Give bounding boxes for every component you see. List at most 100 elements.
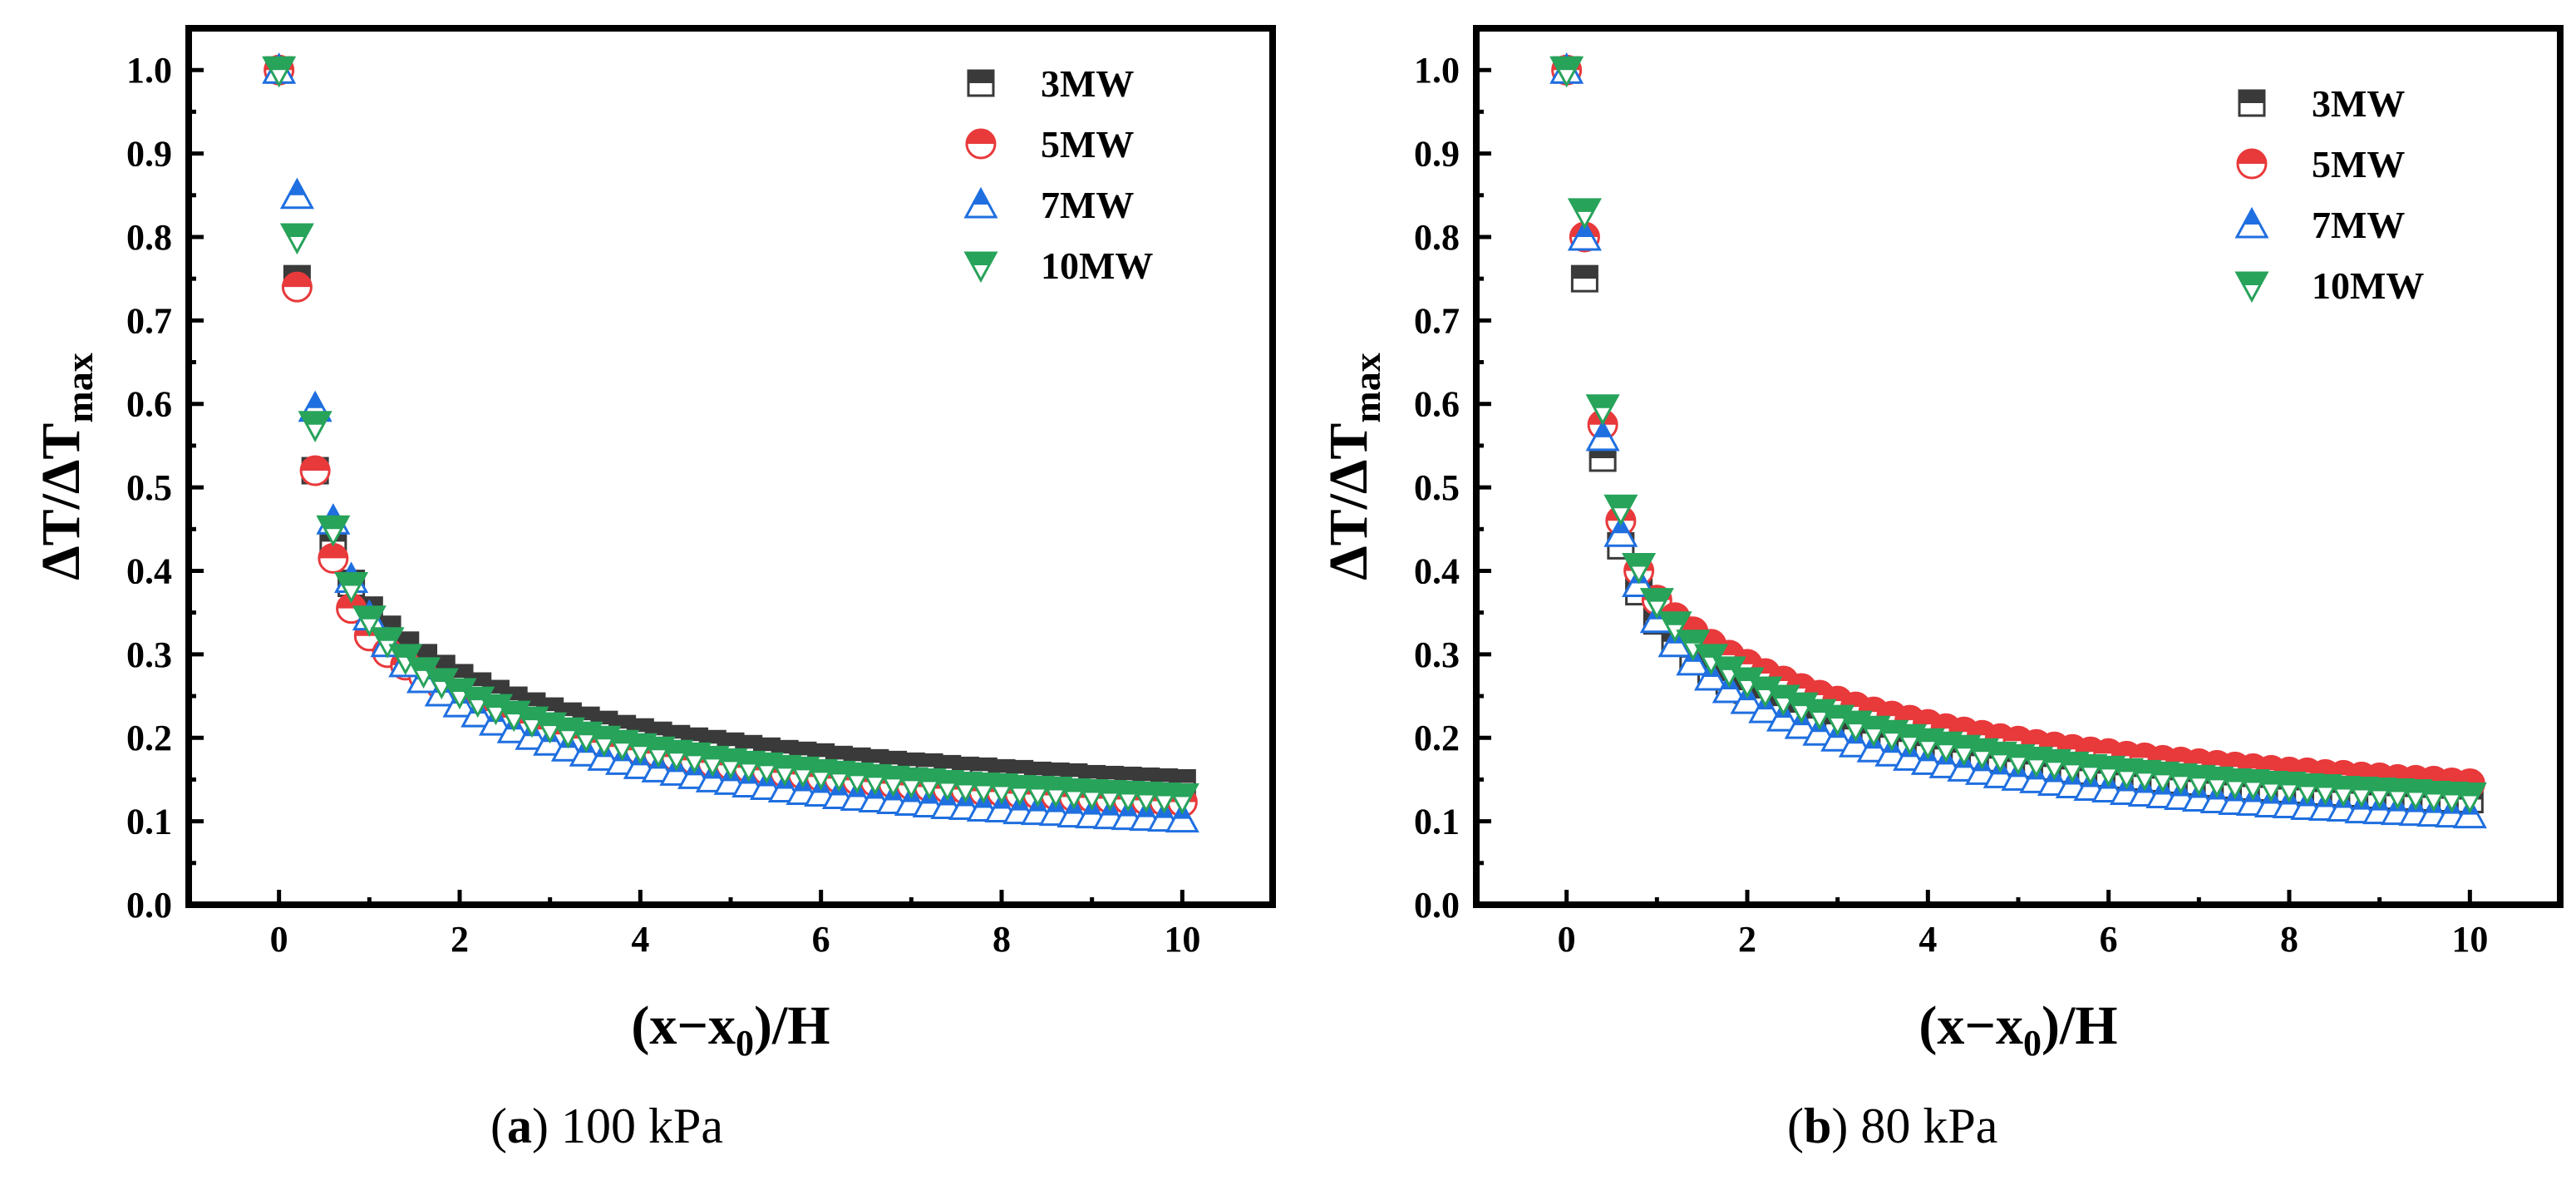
x-tick-label: 2 (1738, 919, 1756, 960)
data-point (299, 455, 331, 486)
y-tick-label: 0.6 (1414, 384, 1460, 425)
caption-text: 100 kPa (548, 1099, 723, 1153)
data-point (1712, 656, 1746, 689)
data-point (1570, 264, 1598, 293)
legend-marker (963, 251, 998, 284)
y-tick-label: 0.4 (126, 551, 172, 591)
x-tick-label: 4 (1918, 919, 1937, 960)
legend-label: 3MW (1041, 62, 1134, 105)
x-tick-label: 8 (2280, 919, 2298, 960)
data-point (370, 627, 405, 659)
data-point (1657, 611, 1692, 643)
caption-a: (a) 100 kPa (490, 1099, 723, 1153)
legend-marker (967, 69, 995, 97)
legend-label: 10MW (1041, 244, 1153, 287)
caption-b: (b) 80 kPa (1787, 1099, 1998, 1153)
legend-label: 10MW (2312, 264, 2424, 307)
data-point (1567, 198, 1602, 230)
legend-label: 7MW (2312, 204, 2405, 246)
y-tick-label: 1.0 (1414, 50, 1460, 91)
y-tick-label: 0.6 (126, 384, 172, 425)
legend-marker (963, 186, 998, 219)
chart-panel-a: 0 2 4 6 8 10 0.0 0.1 0.2 0.3 0.4 0.5 0.6 0.7 0.8 0.9 1.0… (31, 25, 1276, 1064)
data-point (318, 542, 349, 574)
legend-label: 7MW (1041, 184, 1134, 226)
y-tick-label: 0.5 (126, 467, 172, 508)
y-tick-label: 0.2 (1414, 718, 1460, 758)
data-point (298, 411, 332, 442)
y-axis-title: ΔT/ΔTmax (31, 353, 101, 580)
series-10MW (1549, 56, 2487, 814)
legend-marker (965, 128, 997, 160)
x-tick-label: 2 (451, 919, 469, 960)
legend-marker (2234, 206, 2269, 239)
y-tick-label: 0.0 (126, 885, 172, 926)
y-tick-label: 0.3 (126, 634, 172, 675)
x-tick-label: 6 (2100, 919, 2118, 960)
y-tick-label: 0.7 (1414, 300, 1460, 341)
caption-text: 80 kPa (1848, 1099, 1998, 1153)
y-tick-label: 0.3 (1414, 634, 1460, 675)
data-points (262, 52, 1199, 833)
data-point (352, 605, 387, 637)
y-tick-label: 0.1 (126, 802, 172, 842)
data-point (316, 515, 351, 547)
legend: 3MW 5MW 7MW 10MW (2234, 82, 2424, 307)
series-7MW (262, 52, 1199, 833)
y-tick-label: 0.5 (1414, 467, 1460, 508)
legend-marker (2234, 271, 2269, 304)
x-tick-label: 4 (631, 919, 649, 960)
series-7MW (1549, 52, 2487, 829)
y-tick-label: 0.2 (126, 718, 172, 758)
data-point (2452, 783, 2487, 814)
legend: 3MW 5MW 7MW 10MW (963, 62, 1153, 287)
chart-panel-b: 0 2 4 6 8 10 0.0 0.1 0.2 0.3 0.4 0.5 0.6 0.7 0.8 0.9 1.0… (1318, 25, 2564, 1064)
y-axis: 0.0 0.1 0.2 0.3 0.4 0.5 0.6 0.7 0.8 0.9 1.0 (126, 50, 204, 926)
data-point (1603, 494, 1638, 526)
data-point (1622, 552, 1657, 585)
data-point (281, 271, 313, 303)
x-tick-label: 8 (992, 919, 1011, 960)
y-tick-label: 0.7 (126, 300, 172, 341)
y-tick-label: 0.8 (126, 217, 172, 258)
legend-marker (2238, 89, 2266, 117)
data-point (1549, 56, 1584, 88)
x-axis-title: (x−x0)/H (1918, 995, 2117, 1064)
y-tick-label: 1.0 (126, 50, 172, 91)
data-point (1585, 419, 1620, 452)
y-tick-label: 0.8 (1414, 217, 1460, 258)
legend-label: 5MW (1041, 123, 1134, 165)
data-point (1165, 783, 1199, 815)
series-10MW (262, 56, 1199, 815)
legend-label: 5MW (2312, 143, 2405, 185)
legend-marker (2236, 148, 2268, 180)
legend-label: 3MW (2312, 82, 2405, 125)
y-tick-label: 0.4 (1414, 551, 1460, 591)
caption-letter: a (506, 1099, 532, 1153)
series-5MW (264, 54, 1198, 818)
x-tick-label: 0 (1558, 919, 1576, 960)
caption-letter: b (1803, 1099, 1832, 1153)
data-point (334, 572, 369, 604)
series-3MW (265, 56, 1196, 797)
x-axis: 0 2 4 6 8 10 (1474, 890, 2563, 960)
y-tick-label: 0.1 (1414, 802, 1460, 842)
x-axis-title: (x−x0)/H (631, 995, 830, 1064)
y-tick-label: 0.9 (126, 134, 172, 175)
x-tick-label: 10 (1164, 919, 1200, 960)
data-points (1549, 52, 2487, 829)
y-axis: 0.0 0.1 0.2 0.3 0.4 0.5 0.6 0.7 0.8 0.9 1.0 (1414, 50, 1491, 926)
x-tick-label: 6 (812, 919, 830, 960)
data-point (279, 223, 314, 255)
x-tick-label: 0 (270, 919, 288, 960)
data-point (279, 177, 314, 210)
data-point (1585, 394, 1620, 426)
data-point (262, 56, 297, 88)
y-tick-label: 0.9 (1414, 134, 1460, 175)
y-axis-title: ΔT/ΔTmax (1318, 353, 1388, 580)
data-point (1639, 588, 1674, 620)
x-tick-label: 10 (2451, 919, 2488, 960)
y-tick-label: 0.0 (1414, 885, 1460, 926)
x-axis: 0 2 4 6 8 10 (186, 890, 1275, 960)
